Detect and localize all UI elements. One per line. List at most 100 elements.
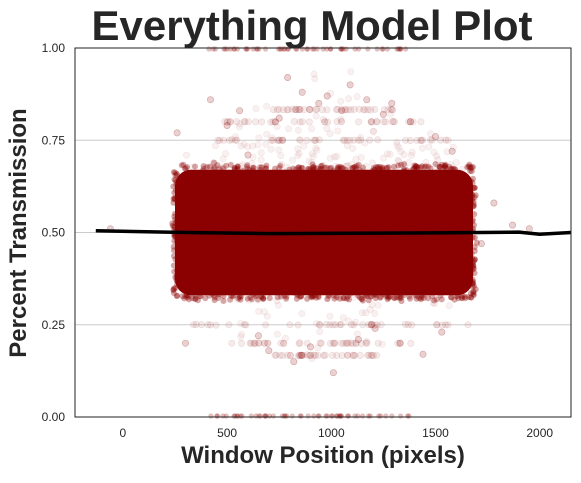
scatter-point-29 [406, 118, 414, 126]
row-point [341, 106, 349, 114]
row-point [271, 118, 279, 126]
band-edge-point [295, 164, 302, 171]
halo-point [254, 141, 262, 149]
band-edge-point [459, 293, 466, 299]
boundary-point [376, 413, 382, 419]
row-point [337, 106, 345, 114]
halo-point [309, 152, 317, 160]
halo-point [393, 142, 401, 150]
row-point [278, 136, 286, 144]
halo-point [430, 148, 438, 156]
halo-point [312, 112, 320, 120]
band-edge-point [250, 164, 257, 171]
band-edge-point [438, 296, 445, 303]
band-edge-point [349, 164, 356, 171]
band-edge-point [470, 263, 477, 270]
halo-point [334, 127, 342, 135]
band-edge-point [467, 294, 474, 301]
band-edge-point [211, 164, 218, 171]
band-edge-point [235, 295, 242, 302]
row-point [283, 106, 291, 114]
row-point [316, 339, 324, 347]
band-edge-point [417, 164, 424, 171]
band-edge-point [315, 292, 322, 299]
row-point [315, 320, 323, 328]
band-edge-point [295, 164, 302, 171]
band-edge-point [377, 163, 383, 170]
row-point [389, 118, 397, 126]
halo-point [427, 130, 435, 138]
band-edge-point [220, 298, 227, 304]
row-point [303, 339, 311, 347]
band-edge-point [173, 293, 180, 299]
band-edge-point [400, 166, 407, 173]
row-point [388, 118, 396, 126]
boundary-point [263, 413, 269, 419]
band-edge-point [462, 295, 469, 302]
halo-point [243, 143, 251, 151]
y-tick-label-4: 1.00 [42, 41, 66, 55]
halo-point [260, 308, 268, 316]
band-edge-point [422, 163, 429, 170]
band-edge-point [296, 166, 303, 173]
band-edge-point [467, 266, 474, 273]
band-edge-point [170, 199, 177, 206]
band-edge-point [413, 164, 420, 170]
band-edge-point [343, 295, 350, 302]
row-point [292, 106, 300, 114]
band-edge-point [215, 291, 222, 298]
band-edge-point [469, 259, 476, 266]
row-point [404, 321, 412, 329]
band-edge-point [283, 295, 290, 302]
row-point [271, 118, 279, 126]
band-edge-point [470, 201, 477, 208]
row-point [251, 339, 259, 347]
band-edge-point [231, 166, 238, 173]
scatter-point-10 [244, 151, 252, 159]
band-edge-point [252, 292, 259, 299]
boundary-point [298, 413, 304, 419]
band-edge-point [170, 262, 177, 269]
band-edge-point [471, 184, 478, 191]
band-edge-point [220, 165, 227, 172]
row-point [296, 118, 304, 126]
halo-point [343, 162, 351, 170]
row-point [364, 106, 372, 114]
band-edge-point [379, 167, 386, 173]
band-edge-point [442, 161, 449, 168]
halo-point [332, 162, 340, 170]
band-edge-point [307, 166, 314, 173]
band-edge-point [384, 293, 391, 300]
band-edge-point [257, 166, 264, 173]
band-edge-point [258, 293, 265, 300]
band-edge-point [451, 296, 458, 303]
row-point [226, 136, 234, 144]
row-point [357, 136, 365, 144]
band-edge-point [173, 171, 180, 178]
row-point [296, 351, 304, 359]
band-edge-point [368, 293, 375, 300]
row-point [350, 105, 358, 113]
band-edge-point [469, 192, 476, 198]
halo-point [314, 344, 322, 352]
scatter-point-26 [379, 110, 387, 118]
band-edge-point [173, 218, 180, 225]
row-point [407, 339, 415, 347]
band-edge-point [471, 258, 477, 264]
band-edge-point [393, 294, 400, 301]
halo-point [255, 134, 263, 142]
band-edge-point [415, 164, 422, 171]
band-edge-point [379, 165, 386, 172]
band-edge-point [470, 198, 477, 205]
row-point [444, 321, 452, 329]
row-point [269, 136, 277, 144]
band-edge-point [263, 165, 269, 172]
row-point [356, 351, 364, 359]
boundary-point [248, 413, 254, 419]
band-edge-point [464, 164, 471, 171]
band-edge-point [244, 166, 251, 172]
band-edge-point [211, 159, 217, 166]
band-edge-point [298, 293, 304, 300]
band-edge-point [262, 165, 269, 172]
